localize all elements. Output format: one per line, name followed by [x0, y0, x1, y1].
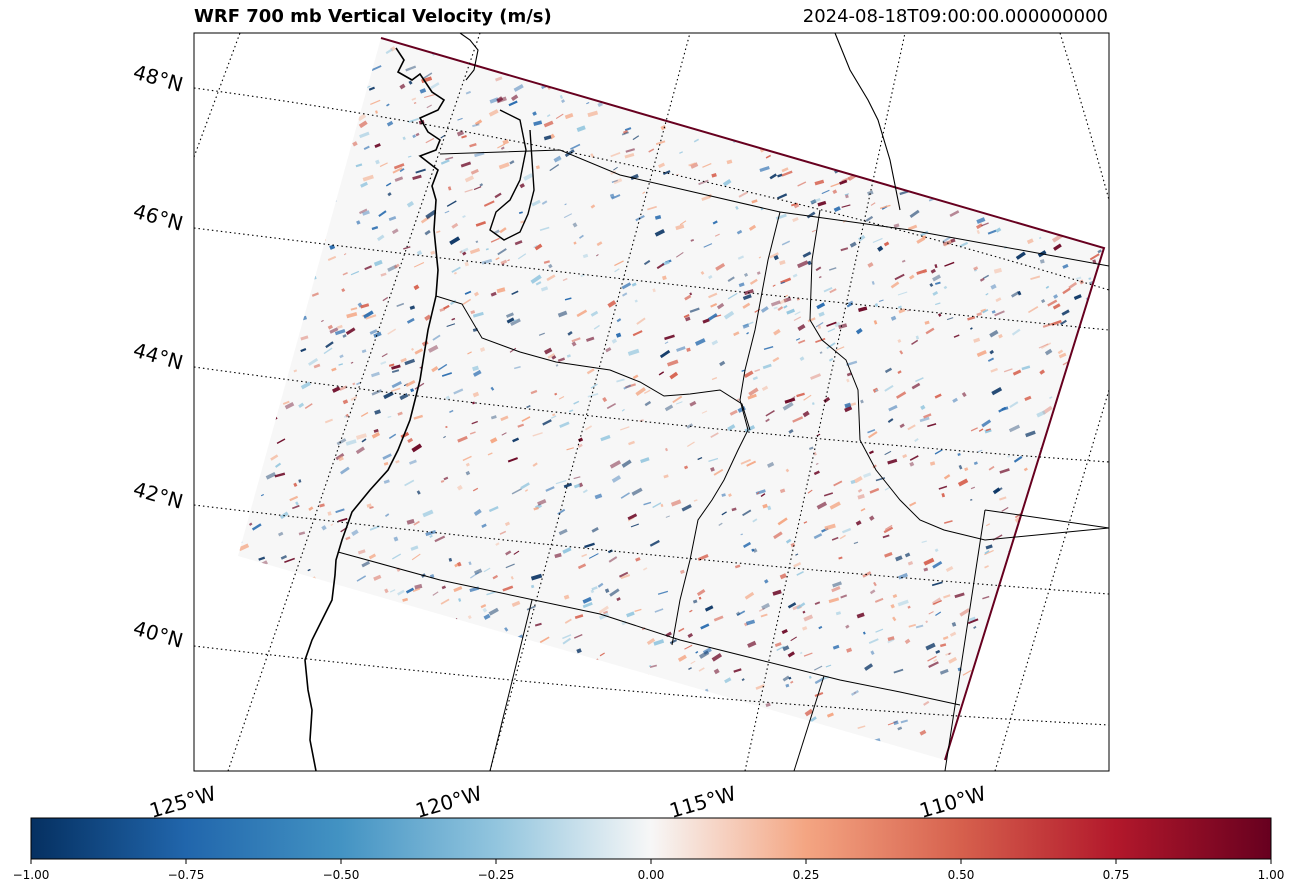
colorbar: −1.00 −0.75 −0.50 −0.25 0.00 0.25 0.50 0.75 1.00 [13, 818, 1285, 882]
field-cell [1109, 671, 1116, 677]
field-cell [1109, 669, 1118, 673]
colorbar-tick-label: 0.75 [1103, 868, 1130, 882]
lon-label-125w: 125°W [147, 781, 219, 823]
lat-label-42n: 42°N [131, 477, 186, 514]
field-cell [1109, 91, 1119, 96]
lat-label-40n: 40°N [131, 616, 186, 653]
lon-label-115w: 115°W [667, 781, 739, 823]
colorbar-tick-label: −0.25 [478, 868, 515, 882]
colorbar-tick-label: 0.00 [638, 868, 665, 882]
colorbar-tick-label: 0.50 [948, 868, 975, 882]
lon-label-110w: 110°W [917, 781, 989, 823]
colorbar-tick-label: −0.50 [323, 868, 360, 882]
colorbar-tick-label: 0.25 [793, 868, 820, 882]
lat-label-48n: 48°N [131, 60, 186, 97]
lat-label-44n: 44°N [131, 338, 186, 375]
colorbar-tick-label: −0.75 [168, 868, 205, 882]
lat-label-46n: 46°N [131, 199, 186, 236]
lon-label-120w: 120°W [413, 781, 485, 823]
colorbar-tick-label: −1.00 [13, 868, 50, 882]
longitude-labels: 125°W 120°W 115°W 110°W [147, 781, 989, 823]
colorbar-tick-label: 1.00 [1258, 868, 1285, 882]
field-cell [1109, 397, 1118, 403]
colorbar-gradient [31, 818, 1271, 859]
field-cell [1110, 221, 1118, 226]
latitude-labels: 48°N 46°N 44°N 42°N 40°N [131, 60, 186, 653]
